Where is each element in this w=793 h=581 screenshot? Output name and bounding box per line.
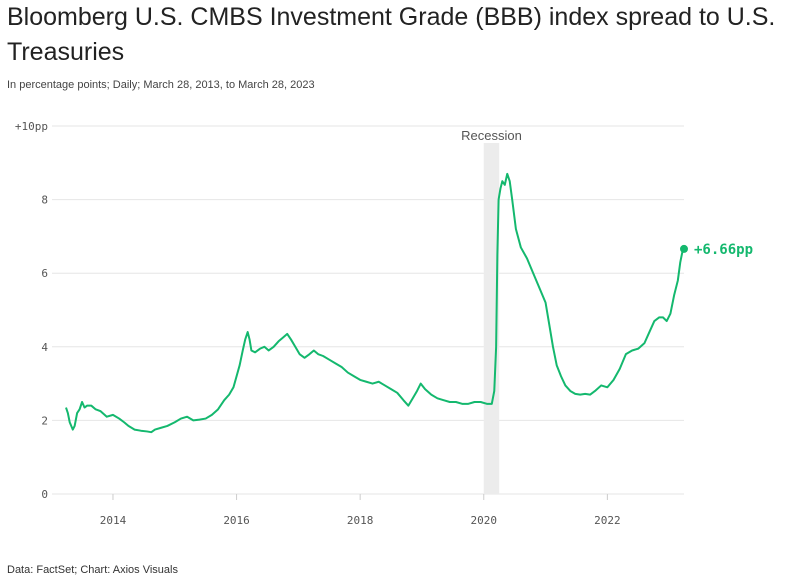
gridlines	[52, 125, 684, 495]
x-tick-label: 2014	[100, 514, 127, 527]
x-tick-label: 2016	[223, 514, 250, 527]
y-tick-label: 6	[41, 267, 48, 280]
chart-subtitle: In percentage points; Daily; March 28, 2…	[7, 79, 315, 91]
y-tick-label: +10pp	[15, 120, 48, 133]
recession-label: Recession	[461, 128, 522, 143]
x-tick-label: 2018	[347, 514, 374, 527]
chart-title: Bloomberg U.S. CMBS Investment Grade (BB…	[7, 3, 776, 66]
end-point-marker	[680, 244, 688, 253]
y-tick-label: 0	[41, 488, 48, 501]
spread-series-line	[65, 172, 685, 434]
y-tick-label: 4	[41, 341, 48, 354]
chart-source: Data: FactSet; Chart: Axios Visuals	[7, 564, 178, 576]
y-axis: 0 2 4 6 8 +10pp	[15, 120, 49, 501]
end-value-label: +6.66pp	[694, 242, 753, 258]
series-layer: +6.66pp	[65, 172, 753, 434]
x-axis: 2014 2016 2018 2020 2022	[100, 494, 621, 527]
y-tick-label: 8	[41, 194, 48, 207]
recession-shading: Recession	[461, 128, 522, 494]
y-tick-label: 2	[41, 414, 48, 427]
x-tick-label: 2022	[594, 514, 621, 527]
x-tick-label: 2020	[471, 514, 498, 527]
recession-band	[483, 143, 500, 494]
